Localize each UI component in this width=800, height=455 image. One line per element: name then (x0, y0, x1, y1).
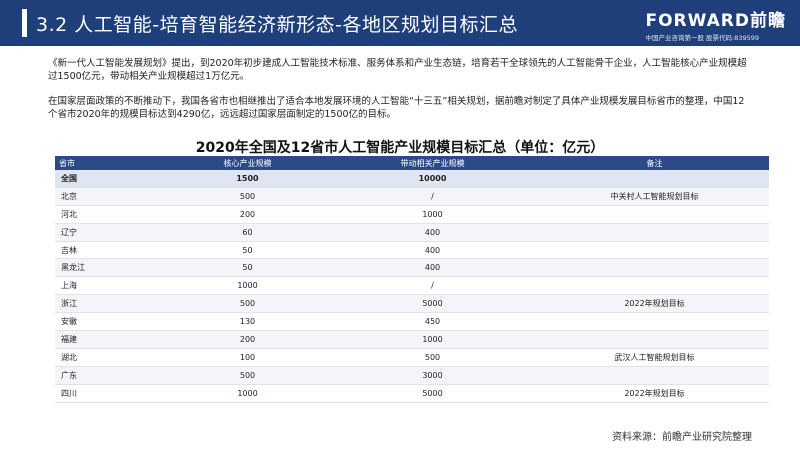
table-row: 上海 1000/ (55, 276, 769, 296)
table-title: 2020年全国及12省市人工智能产业规模目标汇总（单位：亿元） (195, 140, 605, 156)
table-body: 全国 1500 10000 北京 500/中关村人工智能规划目标 河北 200 1000 辽宁 6… (55, 170, 769, 403)
cell-note (540, 223, 769, 242)
logo-wordmark: FORWARD前瞻 (645, 11, 786, 31)
column-header-note: 备注 (540, 156, 769, 170)
paragraph-text: 《新一代人工智能发展规划》提出，到2020年初步建成人工智能技术标准、服务体系和… (48, 58, 747, 82)
table-row: 辽宁 60 400 (55, 223, 769, 242)
cell-core-scale: 50 (170, 241, 325, 260)
table-row: 湖北 100 500 武汉人工智能规划目标 (55, 348, 769, 367)
cell-note (540, 366, 769, 385)
title-accent-bar (22, 9, 27, 37)
cell-province: 辽宁 (55, 223, 170, 242)
cell-core-scale: 1000 (170, 276, 325, 296)
logo-tagline: 中国产业咨询第一股 股票代码:839599 (645, 34, 760, 42)
cell-related-scale: 400 (325, 241, 540, 260)
cell-note (540, 205, 769, 224)
table-row: 广东 500 3000 (55, 366, 769, 385)
cell-related-scale: 450 (325, 312, 540, 332)
column-header-related-scale: 带动相关产业规模 (325, 156, 540, 170)
cell-core-scale: 200 (170, 205, 325, 224)
cell-province: 广东 (55, 366, 170, 385)
forward-logo: FORWARD前瞻 中国产业咨询第一股 股票代码:839599 (645, 6, 786, 42)
column-header-province: 省市 (55, 156, 170, 170)
cell-province: 湖北 (55, 348, 170, 367)
cell-note: 2022年规划目标 (540, 294, 769, 314)
cell-note (540, 330, 769, 349)
cell-core-scale: 500 (170, 294, 325, 314)
cell-note (540, 170, 769, 188)
cell-note (540, 258, 769, 278)
table-row: 河北 200 1000 (55, 205, 769, 224)
cell-core-scale: 50 (170, 258, 325, 278)
table-row: 福建 200 1000 (55, 330, 769, 349)
cell-note (540, 276, 769, 296)
target-table: 省市 核心产业规模 带动相关产业规模 备注 全国 1500 10000 北京 500/中… (55, 156, 769, 403)
cell-core-scale: 60 (170, 223, 325, 242)
cell-province: 北京 (55, 187, 170, 206)
cell-province: 河北 (55, 205, 170, 224)
cell-core-scale: 130 (170, 312, 325, 332)
table-row: 浙江 500 5000 2022年规划目标 (55, 294, 769, 314)
cell-note (540, 241, 769, 260)
paragraph-text: 在国家层面政策的不断推动下，我国各省市也相继推出了适合本地发展环境的人工智能“十… (48, 96, 745, 120)
cell-core-scale: 200 (170, 330, 325, 349)
cell-related-scale: 5000 (325, 384, 540, 403)
cell-related-scale: / (325, 187, 540, 206)
cell-related-scale: 10000 (325, 170, 540, 188)
cell-note (540, 312, 769, 332)
column-header-core-scale: 核心产业规模 (170, 156, 325, 170)
cell-note: 中关村人工智能规划目标 (540, 187, 769, 206)
table-row: 四川 1000 5000 2022年规划目标 (55, 384, 769, 403)
cell-province: 四川 (55, 384, 170, 403)
cell-province: 黑龙江 (55, 258, 170, 278)
cell-related-scale: 400 (325, 223, 540, 242)
intro-paragraph-1: 《新一代人工智能发展规划》提出，到2020年初步建成人工智能技术标准、服务体系和… (48, 57, 748, 83)
table-header-row: 省市 核心产业规模 带动相关产业规模 备注 (55, 156, 769, 170)
cell-province: 浙江 (55, 294, 170, 314)
cell-province: 安徽 (55, 312, 170, 332)
intro-paragraph-2: 在国家层面政策的不断推动下，我国各省市也相继推出了适合本地发展环境的人工智能“十… (48, 95, 748, 121)
cell-core-scale: 500 (170, 366, 325, 385)
cell-related-scale: 400 (325, 258, 540, 278)
cell-note: 2022年规划目标 (540, 384, 769, 403)
table-row: 吉林 50 400 (55, 241, 769, 260)
table-row: 黑龙江 50 400 (55, 258, 769, 278)
table-row: 北京 500/中关村人工智能规划目标 (55, 187, 769, 206)
cell-related-scale: 1000 (325, 205, 540, 224)
table-row: 安徽 130 450 (55, 312, 769, 332)
cell-province: 上海 (55, 276, 170, 296)
table-row-total: 全国 1500 10000 (55, 170, 769, 188)
cell-note: 武汉人工智能规划目标 (540, 348, 769, 367)
cell-core-scale: 500 (170, 187, 325, 206)
cell-related-scale: 1000 (325, 330, 540, 349)
cell-core-scale: 1000 (170, 384, 325, 403)
cell-core-scale: 1500 (170, 170, 325, 188)
page-title: 3.2 人工智能-培育智能经济新形态-各地区规划目标汇总 (36, 14, 518, 36)
cell-related-scale: 3000 (325, 366, 540, 385)
cell-related-scale: 500 (325, 348, 540, 367)
cell-related-scale: 5000 (325, 294, 540, 314)
title-bar: 3.2 人工智能-培育智能经济新形态-各地区规划目标汇总 FORWARD前瞻 中… (0, 0, 800, 46)
cell-province: 吉林 (55, 241, 170, 260)
cell-province: 福建 (55, 330, 170, 349)
cell-related-scale: / (325, 276, 540, 296)
cell-core-scale: 100 (170, 348, 325, 367)
cell-province: 全国 (55, 170, 170, 188)
source-note: 资料来源：前瞻产业研究院整理 (612, 432, 752, 443)
